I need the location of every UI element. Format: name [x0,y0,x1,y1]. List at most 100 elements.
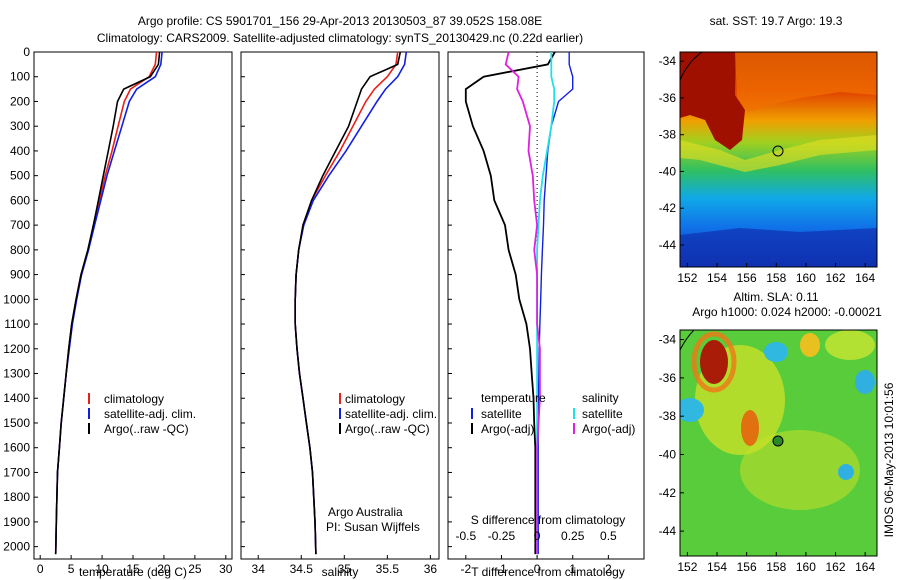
sla-yellow-region [740,430,860,510]
s-tick-label: 0 [534,529,541,543]
legend-label-argo: Argo(..raw -QC) [345,422,430,436]
legend-label-t-satellite: satellite [481,407,522,421]
lat-tick-label: -44 [659,238,677,252]
temperature-panel-frame [33,51,233,560]
depth-tick-label: 1400 [3,391,30,405]
legend-label-t-argo: Argo(-adj) [481,422,534,436]
credit-line1: Argo Australia [328,505,403,519]
series-line-climatology [294,51,399,555]
lon-tick-label: 154 [707,271,727,285]
difference-panel-frame [447,51,645,560]
x-tick-label: 5 [68,562,75,576]
x-tick-label: 25 [188,562,202,576]
salinity-plot: 34 34.5 35 35.5 36 [252,51,438,576]
salinity-panel-frame [240,51,440,560]
sst-map [680,52,877,267]
x-tick-label: 15 [126,562,140,576]
argo-position-marker [772,145,784,157]
argo-position-marker [772,435,784,447]
depth-tick-label: 1700 [3,465,30,479]
sst-map-axes: -34 -36 -38 -40 -42 -44 152 154 156 158 160 162 164 [659,54,876,285]
series-line-satellite-adj-clim- [54,51,163,555]
sla-cold-eddy [855,370,875,394]
lat-tick-label: -44 [659,524,677,538]
coastline [680,330,695,351]
difference-xlabel-top: S difference from climatology [471,513,626,527]
depth-axis: 0 100 200 300 400 500 600 700 800 900 1000 1100 1200… [3,45,452,554]
depth-tick-label: 500 [10,169,30,183]
sla-map-title1: Altim. SLA: 0.11 [733,290,818,304]
lon-tick-label: 154 [707,560,727,574]
depth-tick-label: 800 [10,243,30,257]
x-tick-label: 34.5 [290,562,314,576]
salinity-xlabel: salinity [322,565,359,579]
series-line-argo-adj- [464,51,556,555]
sst-cold-water [680,228,877,267]
sst-map-title: sat. SST: 19.7 Argo: 19.3 [710,14,843,28]
x-tick-label: 20 [157,562,171,576]
lat-tick-label: -38 [659,409,677,423]
s-tick-label: -0.25 [488,529,516,543]
depth-tick-label: 1500 [3,416,30,430]
temperature-legend: climatology satellite-adj. clim. Argo(..… [88,392,196,436]
x-tick-label: 35.5 [376,562,400,576]
lat-tick-label: -36 [659,371,677,385]
lat-tick-label: -42 [659,201,677,215]
series-line-satellite-adj-clim- [294,51,408,555]
legend-label-argo: Argo(..raw -QC) [104,422,189,436]
legend-title-temperature: temperature [481,391,546,405]
difference-xlabel-bottom: T difference from climatology [471,565,625,579]
depth-tick-label: 0 [23,45,30,59]
depth-tick-label: 2000 [3,540,30,554]
credit-line2: PI: Susan Wijffels [326,520,420,534]
series-line-climatology [54,51,158,555]
lon-tick-label: 156 [737,271,757,285]
lat-tick-label: -38 [659,128,677,142]
depth-tick-label: 200 [10,94,30,108]
header-line1: Argo profile: CS 5901701_156 29-Apr-2013… [138,14,542,28]
difference-legend: temperature salinity satellite Argo(-adj… [471,391,635,436]
depth-tick-label: 700 [10,218,30,232]
imos-timestamp: IMOS 06-May-2013 10:01:56 [882,382,896,537]
lat-tick-label: -42 [659,486,677,500]
x-tick-label: 36 [424,562,438,576]
legend-label-s-satellite: satellite [582,407,623,421]
sla-warm-eddy [700,340,728,384]
sst-warm-tongue [680,52,745,150]
depth-tick-label: 600 [10,193,30,207]
depth-tick-label: 400 [10,144,30,158]
x-tick-label: -2 [460,562,471,576]
x-tick-label: 35 [338,562,352,576]
lon-tick-label: 160 [796,271,816,285]
s-tick-label: 0.5 [600,529,617,543]
coastline [680,52,703,81]
sla-warm-eddy [741,410,759,446]
sla-cold-eddy [764,342,788,362]
depth-tick-label: 1900 [3,515,30,529]
series-line-argo-raw-qc- [54,51,161,555]
legend-label-climatology: climatology [345,392,405,406]
x-tick-label: -1 [496,562,507,576]
salinity-legend: climatology satellite-adj. clim. Argo(..… [339,392,437,436]
lat-tick-label: -40 [659,447,677,461]
lon-tick-label: 156 [737,560,757,574]
lat-tick-label: -36 [659,91,677,105]
lon-tick-label: 158 [766,560,786,574]
lon-tick-label: 152 [677,560,697,574]
series-line-satellite [537,52,574,555]
header-line2: Climatology: CARS2009. Satellite-adjuste… [97,31,583,45]
series-line-argo-adj- [504,51,541,555]
lat-tick-label: -34 [659,54,677,68]
depth-tick-label: 1100 [4,317,30,331]
sla-map [680,330,877,556]
sst-map-frame [679,51,878,268]
lon-tick-label: 162 [826,271,846,285]
x-tick-label: 0 [37,562,44,576]
lon-tick-label: 164 [855,271,875,285]
sla-map-frame [679,329,878,557]
lon-tick-label: 164 [855,560,875,574]
s-tick-label: 0.25 [561,529,585,543]
s-tick-label: -0.5 [455,529,476,543]
x-tick-label: 10 [95,562,109,576]
x-tick-label: 0 [534,562,541,576]
